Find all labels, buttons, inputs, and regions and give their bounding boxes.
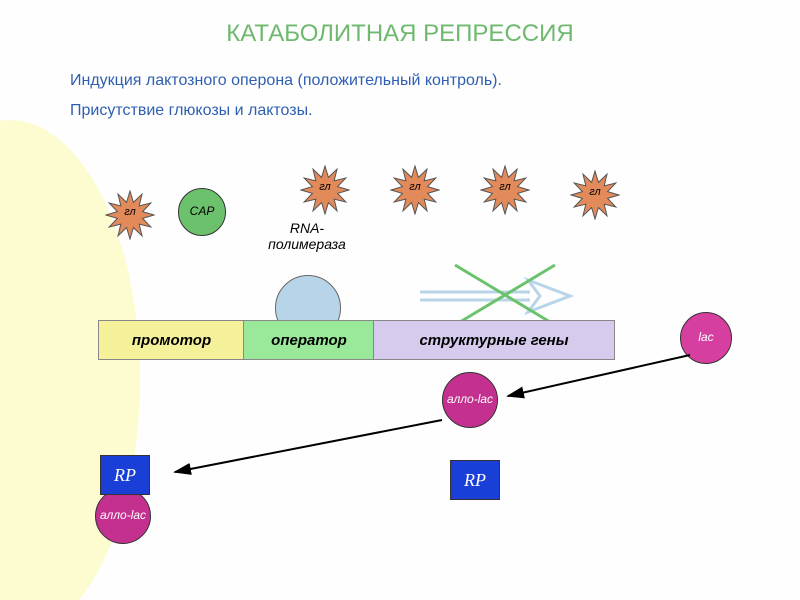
glucose-label: гл <box>480 181 530 193</box>
cap-label: CAP <box>190 205 215 218</box>
glucose-burst: гл <box>570 170 620 220</box>
rp-box: RP <box>450 460 500 500</box>
promoter-box: промотор <box>98 320 245 360</box>
allo-lac-1: алло-lac <box>442 372 498 428</box>
glucose-burst: гл <box>300 165 350 215</box>
diagram-stage: { "title": { "text": "КАТАБОЛИТНАЯ РЕПРЕ… <box>0 0 800 600</box>
subtitle-2: Присутствие глюкозы и лактозы. <box>70 102 313 120</box>
glucose-burst: гл <box>480 165 530 215</box>
allo1-label: алло-lac <box>447 393 493 406</box>
operator-label: оператор <box>271 332 347 349</box>
rp-box: RP <box>100 455 150 495</box>
promoter-label: промотор <box>132 332 211 349</box>
lac-label: lac <box>698 331 713 344</box>
glucose-burst: гл <box>390 165 440 215</box>
glucose-label: гл <box>105 206 155 218</box>
genes-box: структурные гены <box>373 320 615 360</box>
operator-box: оператор <box>243 320 375 360</box>
glucose-burst: гл <box>105 190 155 240</box>
allo2-label: алло-lac <box>100 509 146 522</box>
lac-molecule: lac <box>680 312 732 364</box>
allo-lac-2: алло-lac <box>95 488 151 544</box>
genes-label: структурные гены <box>419 332 568 349</box>
subtitle-1: Индукция лактозного оперона (положительн… <box>70 72 502 90</box>
rna-label: RNA-полимераза <box>252 220 362 252</box>
glucose-label: гл <box>570 186 620 198</box>
glucose-label: гл <box>390 181 440 193</box>
cap-protein: CAP <box>178 188 226 236</box>
glucose-label: гл <box>300 181 350 193</box>
page-title: КАТАБОЛИТНАЯ РЕПРЕССИЯ <box>0 20 800 48</box>
